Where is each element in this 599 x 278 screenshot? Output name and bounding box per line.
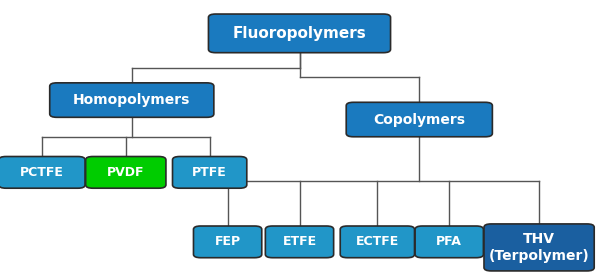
FancyBboxPatch shape <box>415 226 483 258</box>
FancyBboxPatch shape <box>86 157 166 188</box>
FancyBboxPatch shape <box>0 157 85 188</box>
FancyBboxPatch shape <box>340 226 415 258</box>
FancyBboxPatch shape <box>265 226 334 258</box>
Text: PFA: PFA <box>436 235 462 248</box>
Text: PCTFE: PCTFE <box>20 166 64 179</box>
Text: Homopolymers: Homopolymers <box>73 93 190 107</box>
Text: FEP: FEP <box>214 235 241 248</box>
FancyBboxPatch shape <box>193 226 262 258</box>
Text: THV
(Terpolymer): THV (Terpolymer) <box>489 232 589 262</box>
Text: PVDF: PVDF <box>107 166 144 179</box>
Text: ECTFE: ECTFE <box>356 235 399 248</box>
FancyBboxPatch shape <box>346 102 492 137</box>
Text: PTFE: PTFE <box>192 166 227 179</box>
FancyBboxPatch shape <box>173 157 247 188</box>
Text: Copolymers: Copolymers <box>373 113 465 126</box>
FancyBboxPatch shape <box>484 224 594 271</box>
FancyBboxPatch shape <box>208 14 391 53</box>
Text: ETFE: ETFE <box>283 235 316 248</box>
FancyBboxPatch shape <box>50 83 214 117</box>
Text: Fluoropolymers: Fluoropolymers <box>232 26 367 41</box>
